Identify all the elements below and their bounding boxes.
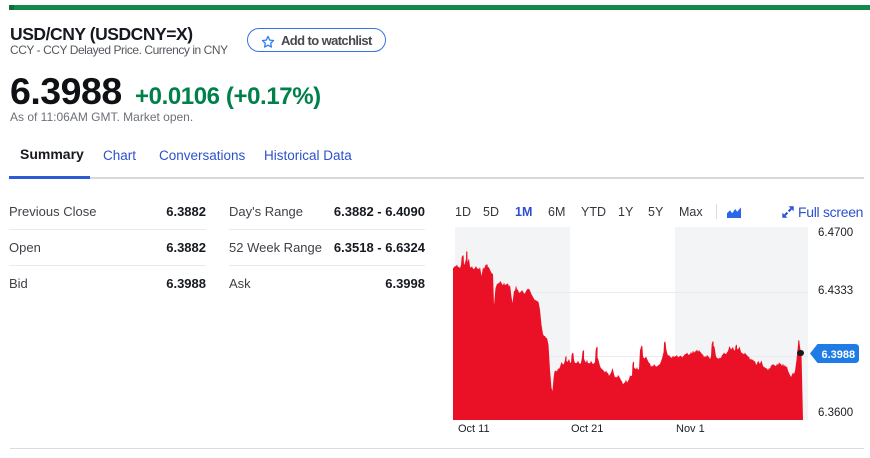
svg-text:6.3988: 6.3988 [822, 349, 856, 361]
